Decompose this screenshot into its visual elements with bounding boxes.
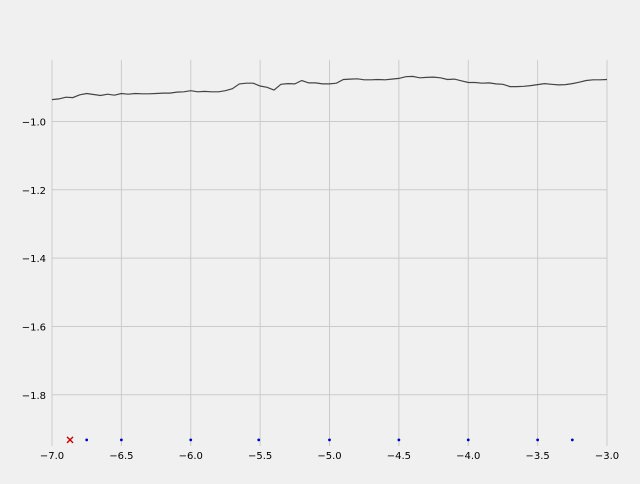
y-tick-label: −1.4 <box>22 254 46 265</box>
scatter-point <box>536 438 540 442</box>
x-tick-label: −3.0 <box>595 451 619 462</box>
scatter-point <box>328 438 331 442</box>
x-tick-label: −6.5 <box>109 451 133 462</box>
y-tick-labels: −1.0 −1.2 −1.4 −1.6 −1.8 <box>22 117 46 401</box>
series-layer <box>51 75 608 444</box>
y-tick-label: −1.2 <box>22 186 46 197</box>
x-tick-label: −7.0 <box>40 451 64 462</box>
x-tick-labels: −7.0 −6.5 −6.0 −5.5 −5.0 −4.5 −4.0 −3.5 −3.0 <box>40 451 619 462</box>
scatter-point <box>85 438 89 442</box>
x-tick-label: −4.5 <box>387 451 411 462</box>
x-tick-label: −6.0 <box>179 451 203 462</box>
scatter-point <box>257 438 261 442</box>
grid-layer <box>51 60 608 446</box>
scatter-point <box>466 438 470 442</box>
scatter-point <box>397 438 401 442</box>
y-tick-label: −1.0 <box>22 117 46 128</box>
x-marker-point <box>66 436 74 444</box>
scatter-point <box>570 438 574 442</box>
y-tick-label: −1.6 <box>22 322 46 333</box>
x-tick-label: −5.5 <box>248 451 272 462</box>
x-tick-label: −3.5 <box>525 451 549 462</box>
y-tick-label: −1.8 <box>22 391 46 402</box>
scatter-point <box>119 438 123 442</box>
series-line <box>51 75 608 101</box>
x-tick-label: −4.0 <box>456 451 480 462</box>
scatter-point <box>189 438 193 442</box>
x-tick-label: −5.0 <box>317 451 341 462</box>
